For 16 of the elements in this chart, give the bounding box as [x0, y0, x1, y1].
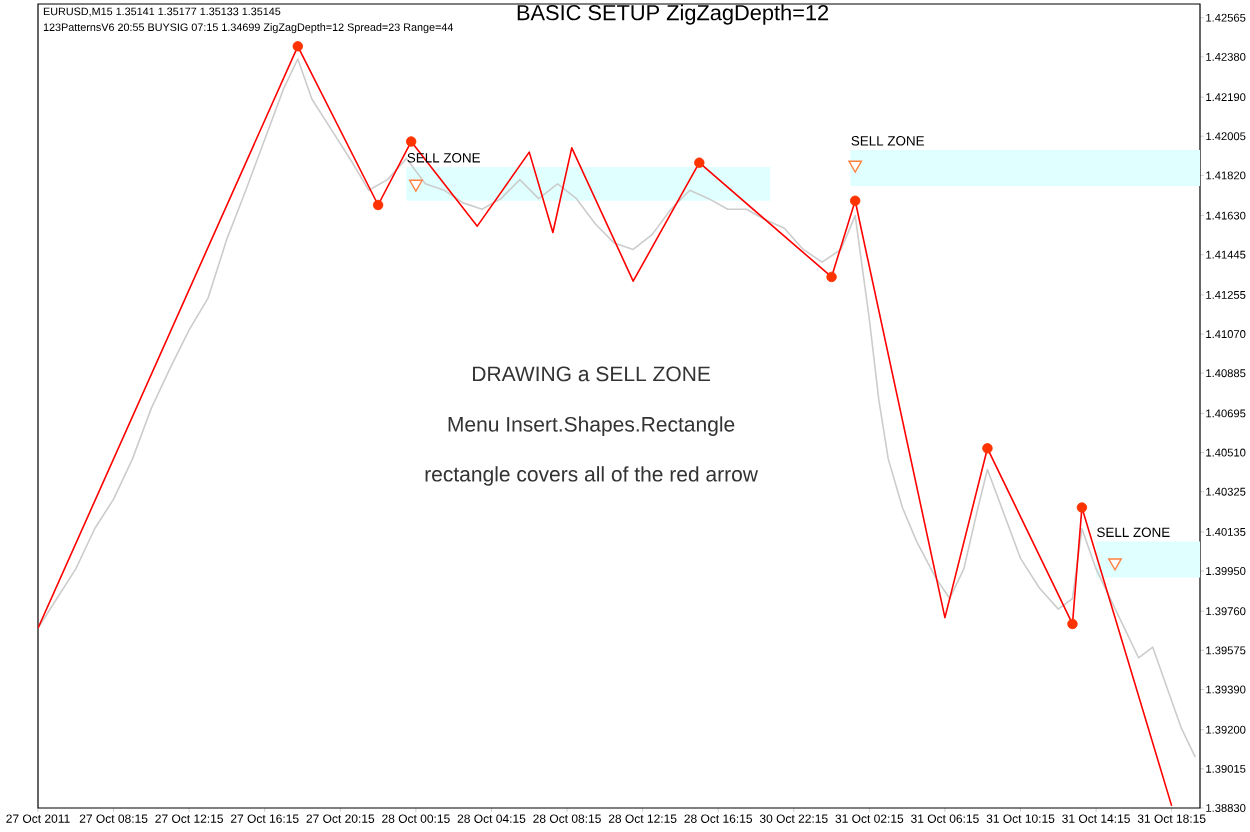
- point: [405, 136, 417, 147]
- chart-title: BASIC SETUP ZigZagDepth=12: [517, 4, 829, 25]
- annotation: Menu Insert.Shapes.Rectangle: [448, 416, 735, 436]
- point: [694, 157, 705, 168]
- point: [1108, 558, 1122, 571]
- point: [292, 41, 303, 52]
- point: [1076, 502, 1088, 513]
- point: [1067, 618, 1078, 630]
- point: [826, 271, 837, 283]
- point: [849, 195, 861, 206]
- point: [848, 160, 863, 173]
- point: [408, 179, 423, 192]
- annotation: DRAWING a SELL ZONE: [473, 366, 710, 382]
- annotation: rectangle covers all of the red arrow: [425, 466, 759, 486]
- point: [982, 443, 993, 454]
- point: [372, 199, 384, 211]
